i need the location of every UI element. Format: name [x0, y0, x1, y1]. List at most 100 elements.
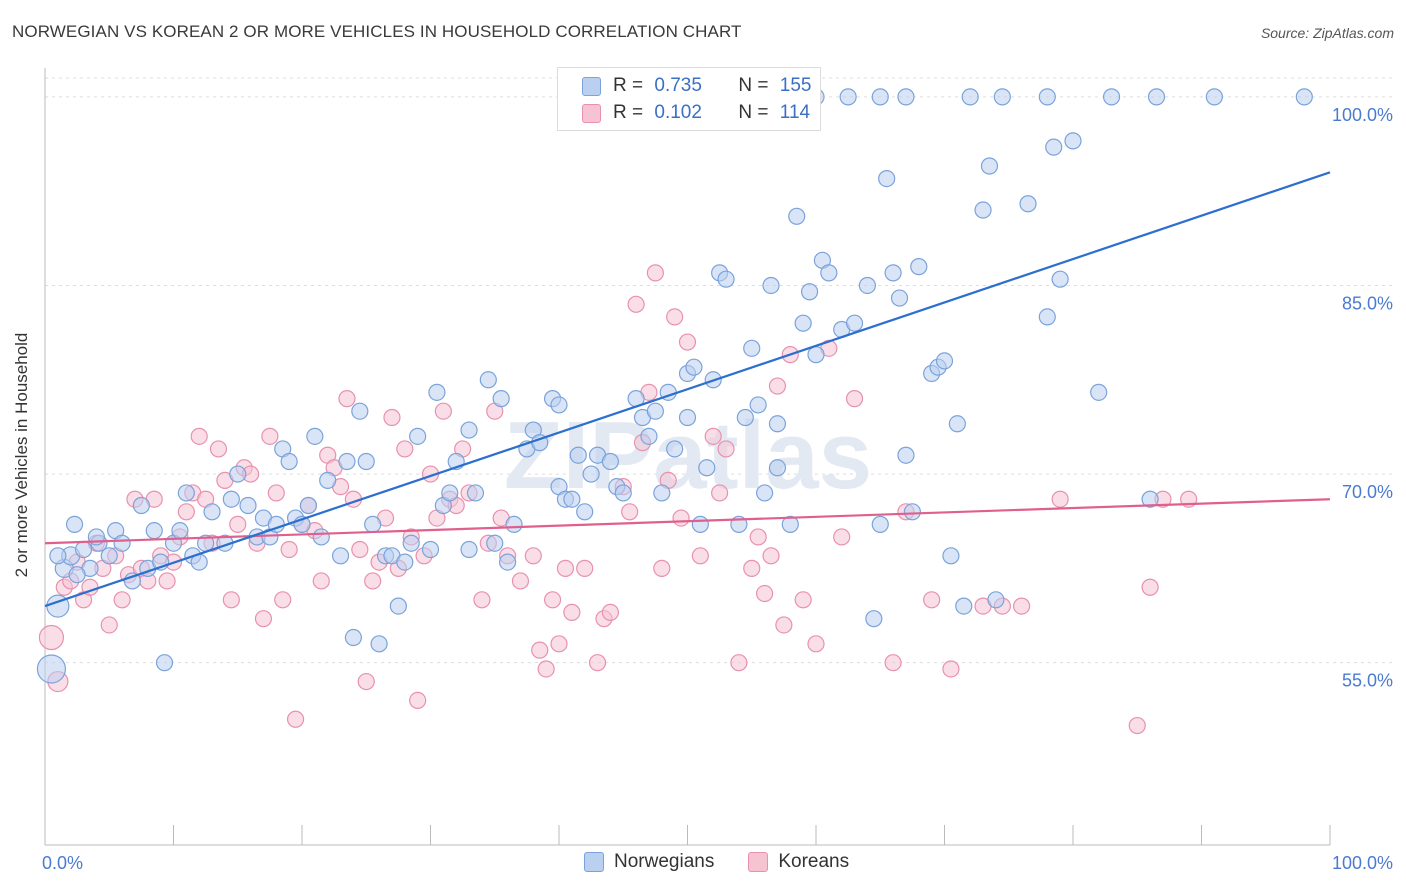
korean-point [678, 333, 697, 351]
norwegian-point [640, 427, 658, 445]
norwegian-point [749, 396, 767, 414]
legend-n-label: N = [738, 75, 769, 96]
norwegian-point [614, 484, 632, 502]
korean-point [357, 672, 375, 691]
norwegian-point [788, 207, 806, 225]
korean-point [755, 584, 774, 603]
bottom-legend-label: Norwegians [614, 851, 715, 872]
korean-point [621, 503, 639, 521]
norwegian-point [1147, 88, 1166, 106]
norwegian-point [980, 157, 999, 175]
source-label: Source: ZipAtlas.com [1260, 25, 1394, 41]
norwegian-point [1045, 138, 1063, 156]
norwegian-point [865, 610, 883, 628]
norwegian-point [768, 415, 787, 433]
chart-title: NORWEGIAN VS KOREAN 2 OR MORE VEHICLES I… [12, 22, 742, 41]
norwegian-point [890, 289, 909, 307]
legend-r-value: 0.735 [654, 75, 702, 96]
y-tick-label: 55.0% [1342, 671, 1393, 691]
korean-point [833, 528, 851, 546]
norwegian-point [1205, 88, 1223, 106]
korean-point [1141, 578, 1159, 596]
norwegian-point [755, 484, 774, 502]
norwegian-point [338, 452, 356, 471]
norwegian-point [646, 402, 664, 420]
norwegians-points [36, 88, 1313, 684]
norwegian-point [955, 597, 973, 615]
norwegian-point [1038, 88, 1056, 106]
norwegian-point [903, 503, 921, 521]
korean-point [884, 654, 902, 672]
norwegian-point [961, 88, 979, 106]
norwegian-point [935, 352, 954, 370]
y-axis-label: 2 or more Vehicles in Household [12, 332, 31, 578]
norwegian-point [781, 515, 799, 533]
korean-point [717, 440, 735, 458]
norwegian-point [948, 415, 966, 433]
norwegian-point [839, 88, 857, 106]
norwegian-point [319, 471, 337, 489]
korean-point [100, 616, 118, 634]
korean-point [274, 591, 292, 609]
norwegian-point [897, 446, 915, 464]
korean-point [845, 390, 864, 408]
korean-point [383, 408, 401, 427]
norwegian-point [897, 88, 915, 106]
norwegian-point [499, 553, 517, 571]
norwegian-point [762, 276, 780, 295]
norwegian-point [370, 635, 388, 653]
norwegian-point [691, 515, 709, 533]
korean-point [768, 377, 787, 395]
norwegian-point [698, 459, 716, 477]
norwegian-point [1141, 490, 1159, 508]
norwegian-point [357, 452, 375, 471]
korean-point [563, 603, 581, 621]
korean-point [691, 547, 709, 565]
norwegian-point [421, 540, 440, 559]
korean-point [531, 641, 549, 659]
legend-box: R = 0.735 N = 155 R = 0.102 N = 114 [557, 67, 821, 131]
korean-point [653, 559, 671, 577]
norwegian-point [203, 503, 221, 521]
norwegian-point [569, 446, 587, 464]
korean-point [312, 572, 330, 590]
korean-point [434, 402, 452, 420]
y-tick-label: 70.0% [1342, 482, 1393, 502]
norwegian-point [364, 515, 382, 533]
norwegian-point [794, 314, 812, 332]
norwegian-point [678, 408, 697, 427]
trend-layer [44, 171, 1331, 608]
bottom-legend-swatch-blue [584, 852, 604, 872]
korean-point [537, 660, 555, 678]
norwegian-point [736, 408, 754, 427]
norwegian-point [1064, 132, 1082, 150]
norwegian-point [807, 346, 825, 364]
norwegian-point [1090, 383, 1108, 401]
norwegian-point [68, 566, 86, 584]
korean-point [38, 624, 65, 651]
norwegian-point [492, 390, 510, 408]
norwegian-point [942, 547, 960, 565]
norwegian-point [466, 484, 485, 502]
korean-point [511, 572, 530, 590]
y-tick-label: 100.0% [1332, 105, 1393, 125]
korean-point [396, 440, 414, 458]
korean-point [254, 610, 273, 628]
norwegian-point [685, 358, 703, 376]
legend-swatch-pink [582, 103, 601, 123]
norwegian-point [858, 276, 877, 295]
norwegian-point [351, 402, 369, 420]
norwegian-point [402, 534, 420, 552]
norwegian-point [460, 421, 478, 439]
norwegian-point [479, 371, 497, 389]
norwegian-point [884, 264, 902, 282]
korean-point [267, 484, 285, 502]
norwegian-point [653, 484, 671, 502]
norwegian-point [845, 314, 864, 332]
norwegian-point [974, 201, 992, 219]
korean-point [338, 390, 356, 408]
axis-layer [44, 68, 1331, 846]
korean-point [190, 427, 208, 445]
norwegian-point [1019, 195, 1037, 213]
